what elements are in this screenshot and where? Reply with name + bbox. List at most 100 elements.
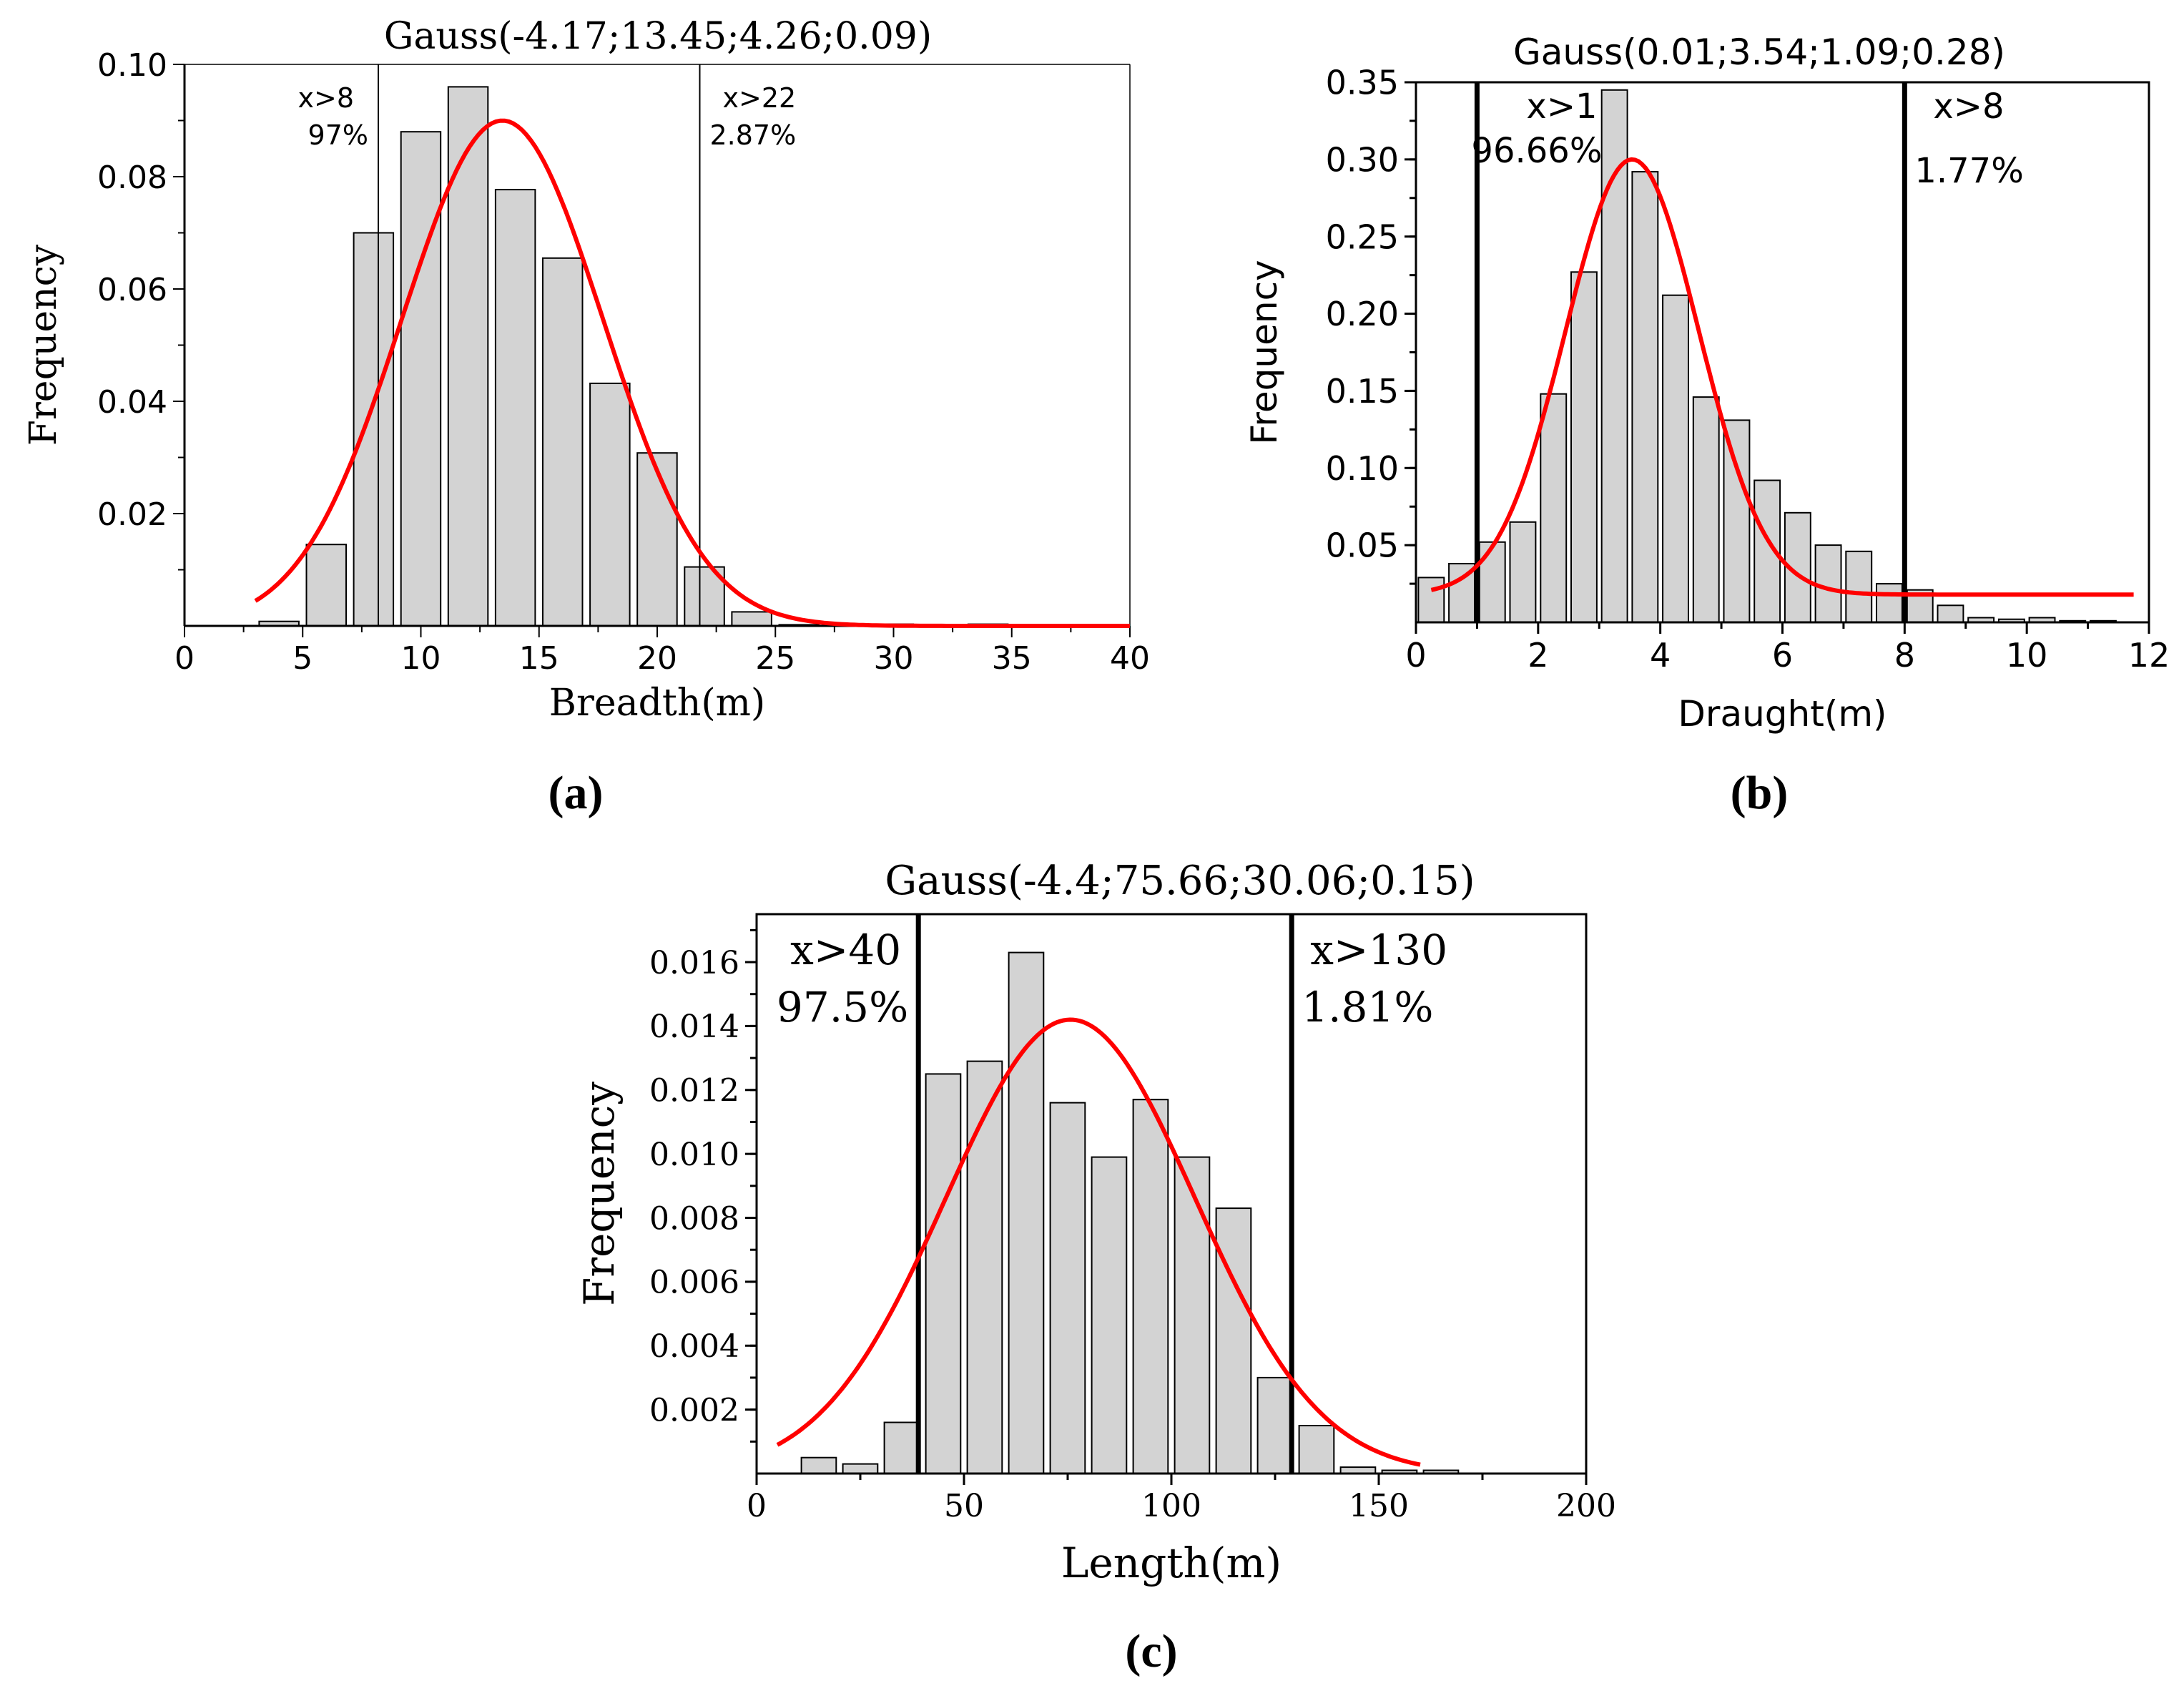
chart-a-x-tick-label: 35 [992,640,1032,677]
chart-b-x-tick-label: 12 [2128,636,2170,675]
chart-c-x-tick-label: 200 [1556,1488,1616,1524]
chart-b-bar [1662,294,1690,623]
chart-a-x-tick-label: 0 [174,640,195,677]
chart-b-bar [1814,544,1842,623]
chart-c-x-tick-label: 0 [747,1488,767,1524]
chart-c-threshold-1-condition: x>40 [790,926,901,974]
chart-c-bar [1049,1102,1086,1474]
chart-b-threshold-1-condition: x>1 [1526,87,1597,127]
chart-b-x-tick-label: 6 [1772,636,1793,675]
chart-a-bar [636,452,678,627]
chart-b-x-tick-label: 4 [1650,636,1671,675]
chart-a-y-tick-label: 0.10 [97,47,167,84]
chart-b-y-tick-label: 0.15 [1326,372,1399,411]
chart-a-y-tick-label: 0.04 [97,384,167,421]
chart-c-x-ticks: 0 50 100 150 200 [747,1474,1616,1524]
chart-c-threshold-1-percent: 97.5% [777,983,908,1031]
chart-c-bar [800,1456,837,1474]
chart-c-bar [883,1421,920,1474]
chart-c-y-tick-label: 0.006 [649,1265,739,1301]
chart-b-y-tick-label: 0.05 [1326,526,1399,565]
chart-b-x-tick-label: 2 [1528,636,1548,675]
chart-c-x-axis-label: Length(m) [1061,1539,1282,1587]
caption-a: (a) [549,767,604,819]
chart-a-threshold-2-percent: 2.87% [709,119,796,151]
chart-b-bar [1417,577,1445,624]
chart-a-thresholds [378,64,701,626]
chart-b-threshold-2-percent: 1.77% [1914,151,2023,191]
chart-a-y-tick-label: 0.06 [97,272,167,308]
chart-c-bar [1215,1207,1252,1474]
chart-c-y-tick-label: 0.004 [649,1328,739,1365]
chart-c-y-tick-label: 0.014 [649,1009,739,1045]
chart-b-x-ticks: 0 2 4 6 8 10 12 [1405,622,2170,675]
chart-panel-c: Gauss(-4.4;75.66;30.06;0.15) Length(m) F… [575,858,1616,1587]
chart-b-bar [1509,521,1537,623]
chart-c-threshold-2-percent: 1.81% [1302,983,1433,1031]
chart-b-threshold-2-condition: x>8 [1933,87,2004,127]
chart-c-y-tick-label: 0.016 [649,945,739,981]
chart-c-bar [1008,951,1045,1474]
chart-c-bar [1256,1376,1294,1475]
caption-c: (c) [1125,1625,1177,1677]
chart-b-bar [1692,396,1720,623]
chart-a-x-tick-label: 15 [519,640,559,677]
chart-a-x-axis-label: Breadth(m) [549,682,765,725]
chart-b-y-tick-label: 0.25 [1326,217,1399,256]
chart-panel-a: Gauss(-4.17;13.45;4.26;0.09) Breadth(m) … [22,15,1150,725]
chart-c-bar [1174,1156,1211,1474]
chart-b-bar [1631,171,1659,624]
chart-c-y-tick-label: 0.008 [649,1200,739,1237]
chart-c-y-ticks: 0.002 0.004 0.006 0.008 0.010 0.012 0.014 0.016 [649,928,757,1443]
chart-c-bars [800,951,1460,1475]
chart-a-bar [447,86,489,627]
chart-b-y-tick-label: 0.30 [1326,140,1399,179]
chart-c-gauss-fit-curve [776,1017,1421,1467]
chart-a-y-tick-label: 0.02 [97,496,167,533]
chart-b-bar [1600,89,1628,624]
chart-a-bar [353,232,395,627]
chart-c-title: Gauss(-4.4;75.66;30.06;0.15) [885,858,1475,904]
chart-a-bar [542,257,584,627]
chart-c-bar [842,1463,879,1474]
chart-a-y-axis-label: Frequency [22,244,65,446]
chart-b-x-axis-label: Draught(m) [1678,693,1887,735]
caption-b: (b) [1731,767,1789,819]
chart-c-y-tick-label: 0.010 [649,1137,739,1173]
chart-b-title: Gauss(0.01;3.54;1.09;0.28) [1513,31,2005,73]
chart-c-bar [1091,1156,1128,1474]
chart-a-bar [731,611,772,627]
chart-a-x-tick-label: 20 [637,640,677,677]
chart-c-bar [1298,1425,1335,1474]
chart-b-bar [1723,419,1751,624]
chart-c-bar [966,1060,1003,1474]
chart-b-bar [1937,604,1964,623]
chart-b-bar [1570,271,1598,623]
chart-b-thresholds [1474,82,1907,622]
chart-b-y-tick-label: 0.35 [1326,64,1399,102]
chart-a-x-ticks: 0 5 10 15 20 25 30 35 40 [174,626,1150,677]
chart-b-y-axis-label: Frequency [1244,260,1285,444]
chart-b-y-ticks: 0.05 0.10 0.15 0.20 0.25 0.30 0.35 [1326,64,1416,585]
chart-a-y-tick-label: 0.08 [97,160,167,196]
chart-a-bar [589,382,631,627]
chart-b-bar [1540,393,1568,623]
chart-a-title: Gauss(-4.17;13.45;4.26;0.09) [384,15,932,58]
chart-a-threshold-2-condition: x>22 [722,82,796,114]
chart-c-y-tick-label: 0.002 [649,1392,739,1428]
chart-a-x-tick-label: 30 [874,640,914,677]
chart-a-x-tick-label: 5 [292,640,313,677]
chart-a-threshold-1-condition: x>8 [297,82,354,114]
chart-b-bar [1876,583,1903,623]
chart-c-x-tick-label: 50 [944,1488,984,1524]
chart-b-y-tick-label: 0.10 [1326,449,1399,488]
chart-b-bar [1478,541,1506,623]
chart-b-gauss-fit-curve [1430,157,2134,597]
chart-a-bar [305,544,347,627]
chart-b-y-tick-label: 0.20 [1326,295,1399,333]
chart-c-y-tick-label: 0.012 [649,1073,739,1109]
chart-c-threshold-2-condition: x>130 [1310,926,1447,974]
chart-c-bar [1132,1099,1169,1474]
chart-a-x-tick-label: 10 [401,640,441,677]
